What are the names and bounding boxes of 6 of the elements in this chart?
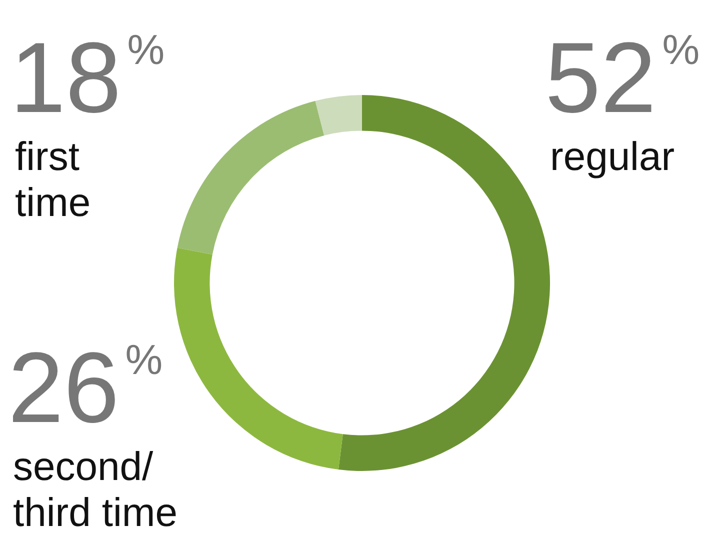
data-label: 52$^{%}$: [545, 21, 700, 134]
slice-label: first time: [15, 134, 92, 226]
slice-label: regular: [550, 134, 676, 180]
data-label: 18$^{%}$: [10, 21, 165, 134]
data-label: 26$^{%}$: [8, 331, 164, 444]
slice-label: second/ third time: [13, 444, 178, 536]
